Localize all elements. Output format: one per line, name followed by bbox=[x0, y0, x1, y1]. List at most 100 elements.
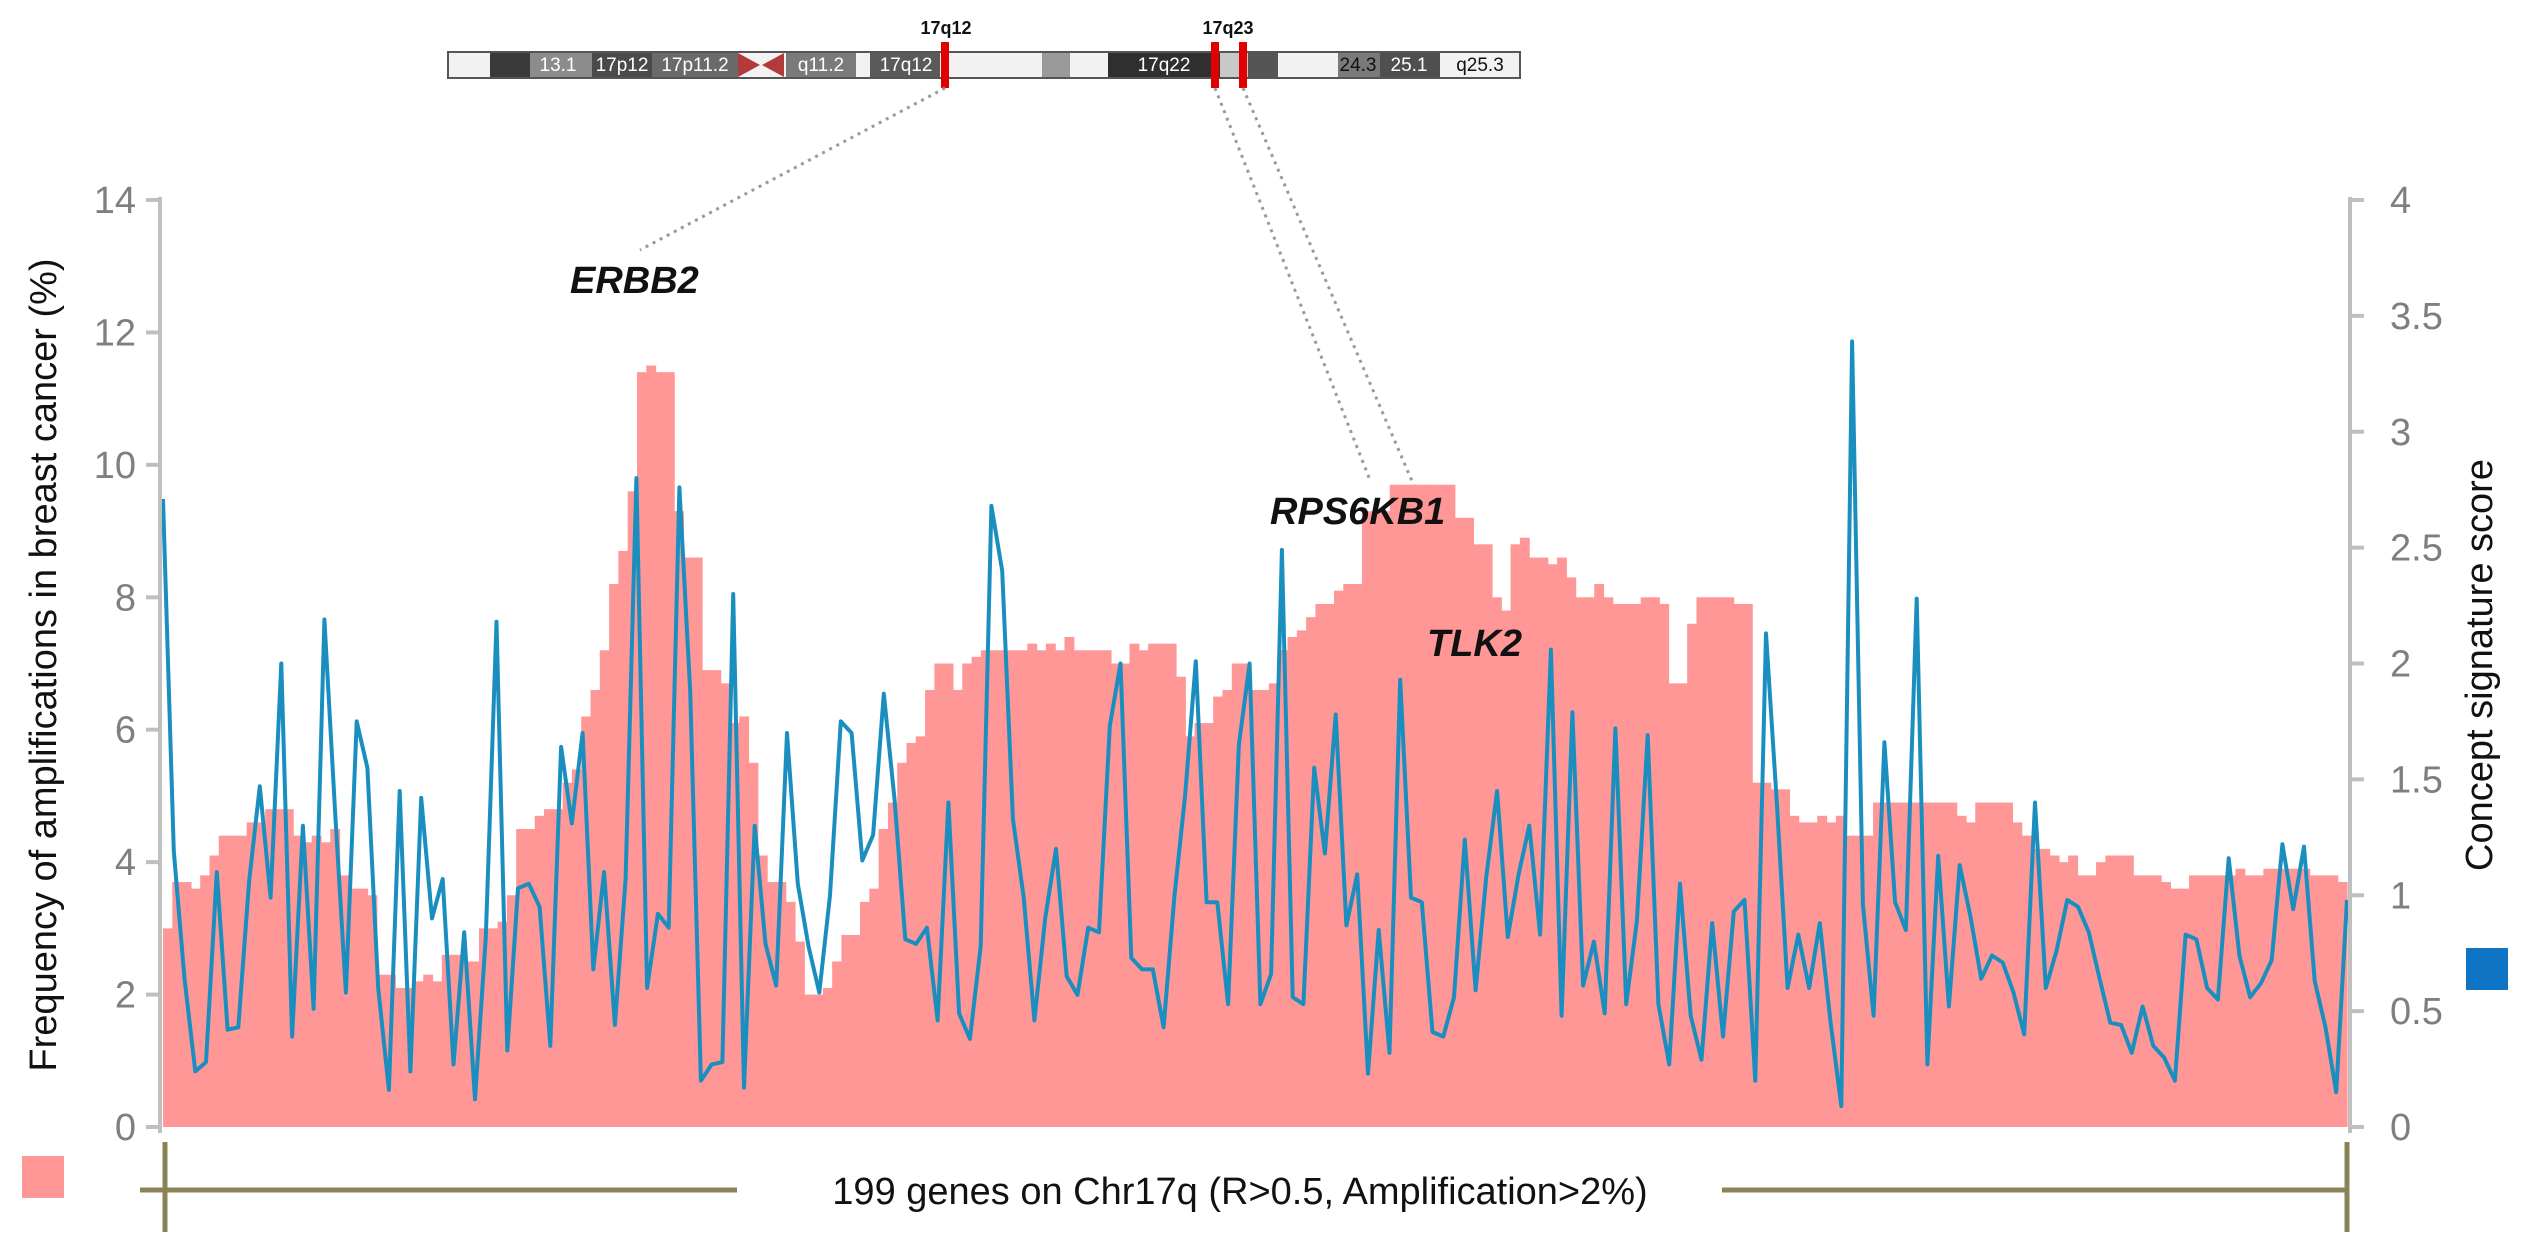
amplification-bar bbox=[172, 882, 183, 1127]
amplification-bar bbox=[2142, 875, 2153, 1127]
amplification-bar bbox=[878, 829, 889, 1127]
amplification-bar bbox=[1584, 597, 1595, 1127]
amplification-bar bbox=[832, 961, 843, 1127]
amplification-bar bbox=[1612, 603, 1623, 1127]
left-tick-label: 12 bbox=[94, 312, 136, 354]
amplification-bar bbox=[1073, 650, 1084, 1127]
amplification-bar bbox=[2105, 855, 2116, 1127]
left-axis-title: Frequency of amplifications in breast ca… bbox=[23, 258, 65, 1071]
amplification-bar bbox=[1761, 782, 1772, 1127]
right-tick-label: 3 bbox=[2390, 412, 2411, 454]
connector-line bbox=[1213, 87, 1372, 481]
amplification-bar bbox=[2235, 868, 2246, 1127]
amplification-bar bbox=[1287, 637, 1298, 1127]
amplification-bar bbox=[1334, 590, 1344, 1127]
amplification-bar bbox=[209, 855, 220, 1127]
amplification-bar bbox=[1296, 630, 1307, 1127]
amplification-bar bbox=[674, 511, 685, 1128]
amplification-bar bbox=[488, 928, 499, 1127]
amplification-bar bbox=[609, 584, 619, 1127]
amplification-bar bbox=[1659, 603, 1670, 1127]
amplification-bar bbox=[664, 372, 675, 1127]
amplification-bar bbox=[228, 835, 238, 1127]
amplification-bar bbox=[2226, 875, 2237, 1127]
ideogram-band bbox=[530, 53, 592, 77]
amplification-bar bbox=[1092, 650, 1103, 1127]
amplification-bar bbox=[441, 954, 452, 1127]
amplification-bar bbox=[1649, 597, 1660, 1127]
amplification-bar bbox=[2309, 875, 2320, 1127]
right-tick-label: 0.5 bbox=[2390, 991, 2443, 1033]
amplification-bar bbox=[2281, 868, 2292, 1127]
amplification-bar bbox=[655, 372, 666, 1127]
left-tick-label: 4 bbox=[115, 842, 136, 884]
amplification-bar bbox=[1110, 663, 1121, 1127]
amplification-bar bbox=[952, 689, 963, 1127]
right-tick-label: 3.5 bbox=[2390, 296, 2443, 338]
amplification-bar bbox=[1138, 650, 1149, 1127]
amplification-bar bbox=[432, 981, 443, 1127]
left-tick-label: 6 bbox=[115, 710, 136, 752]
amplification-bar bbox=[1417, 484, 1428, 1128]
amplification-bar bbox=[2133, 875, 2144, 1127]
amplification-bar bbox=[2216, 875, 2227, 1127]
band-label: 17q22 bbox=[1138, 55, 1191, 76]
amplification-bar bbox=[2179, 888, 2190, 1127]
band-label: q11.2 bbox=[798, 55, 844, 76]
amplification-bar bbox=[293, 835, 303, 1127]
amplification-bar bbox=[358, 888, 369, 1127]
band-label: 25.1 bbox=[1391, 55, 1428, 76]
band-label: 13.1 bbox=[540, 55, 577, 76]
cytoband-marker-label: 17q12 bbox=[920, 18, 971, 38]
amplification-bar bbox=[1845, 835, 1856, 1127]
amplification-bar bbox=[2114, 855, 2125, 1127]
right-tick-label: 2 bbox=[2390, 644, 2411, 686]
amplification-bar bbox=[367, 895, 378, 1127]
amplification-bar bbox=[1575, 597, 1586, 1127]
amplification-bar bbox=[627, 491, 638, 1128]
amplification-bar bbox=[860, 901, 870, 1127]
amplification-bar bbox=[906, 742, 917, 1127]
amplification-bar bbox=[2161, 882, 2172, 1127]
amplification-bar bbox=[1259, 689, 1270, 1127]
amplification-bar bbox=[423, 974, 434, 1127]
amplification-bar bbox=[2077, 875, 2088, 1127]
amplification-bar bbox=[274, 809, 285, 1127]
amplification-bar bbox=[915, 736, 926, 1127]
amplification-bar bbox=[1101, 650, 1112, 1127]
cytoband-marker-label: 17q23 bbox=[1202, 18, 1253, 38]
amplification-bar bbox=[1640, 597, 1651, 1127]
amplification-bar bbox=[646, 365, 657, 1127]
amplification-bar bbox=[1036, 650, 1047, 1127]
amplification-bar bbox=[1129, 643, 1140, 1127]
amplification-bar bbox=[1817, 815, 1828, 1127]
amplification-bar bbox=[265, 809, 276, 1127]
amplification-bar bbox=[311, 835, 322, 1127]
chromosome-ideogram: 13.1 17p12 17p11.2 q11.2 17q12 17q22 24.… bbox=[447, 18, 1521, 88]
amplification-bar bbox=[1083, 650, 1093, 1127]
amplification-bar bbox=[2319, 875, 2330, 1127]
ideogram-band bbox=[592, 53, 652, 77]
amplification-bar bbox=[962, 663, 973, 1127]
amplification-bar bbox=[2049, 855, 2060, 1127]
amplification-bar bbox=[2170, 888, 2181, 1127]
right-tick-label: 2.5 bbox=[2390, 528, 2443, 570]
amplification-bar bbox=[1371, 511, 1382, 1128]
amplification-bar bbox=[776, 882, 787, 1127]
amplification-bar bbox=[1491, 597, 1502, 1127]
gene-label-erbb2: ERBB2 bbox=[570, 260, 699, 302]
amplification-bar bbox=[1668, 683, 1679, 1127]
amplification-bar bbox=[1510, 544, 1521, 1127]
amplification-bar bbox=[1166, 643, 1177, 1127]
ideogram-band bbox=[652, 53, 738, 77]
ideogram-band bbox=[1108, 53, 1220, 77]
amplification-bar bbox=[1519, 537, 1530, 1127]
amplification-bar bbox=[729, 723, 740, 1127]
amplification-bar bbox=[2272, 868, 2283, 1127]
right-tick-label: 1.5 bbox=[2390, 759, 2443, 801]
amplification-bar bbox=[544, 809, 554, 1127]
amplification-bar bbox=[1993, 802, 2004, 1127]
amplification-bar bbox=[1854, 835, 1865, 1127]
gene-label-rps6kb1: RPS6KB1 bbox=[1270, 491, 1445, 533]
